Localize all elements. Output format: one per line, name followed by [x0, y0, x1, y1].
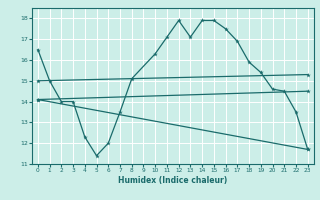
X-axis label: Humidex (Indice chaleur): Humidex (Indice chaleur): [118, 176, 228, 185]
